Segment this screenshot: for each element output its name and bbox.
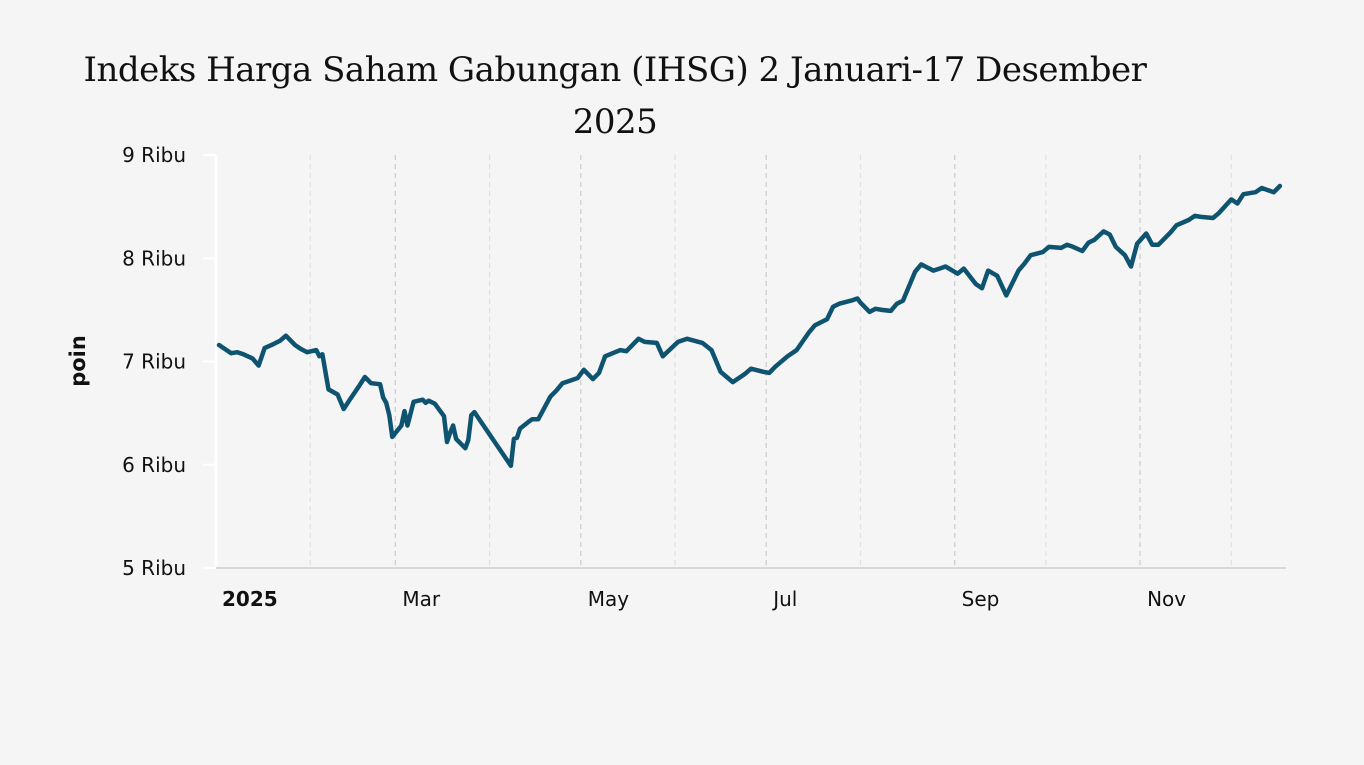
y-tick-label: 9 Ribu bbox=[122, 143, 186, 167]
y-tick-label: 6 Ribu bbox=[122, 453, 186, 477]
x-tick-label: 2025 bbox=[222, 587, 278, 611]
y-tick-label: 5 Ribu bbox=[122, 556, 186, 580]
gridlines bbox=[309, 155, 1232, 568]
chart-title-line-1: Indeks Harga Saham Gabungan (IHSG) 2 Jan… bbox=[83, 50, 1147, 90]
chart-title-line-2: 2025 bbox=[572, 102, 658, 142]
y-axis-title: poin bbox=[66, 335, 90, 387]
x-tick-label: Sep bbox=[962, 587, 1000, 611]
y-tick-label: 8 Ribu bbox=[122, 246, 186, 270]
x-tick-label: Jul bbox=[771, 587, 797, 611]
x-axis-ticks: 2025 Mar May Jul Sep Nov bbox=[222, 587, 1186, 611]
series-group bbox=[216, 183, 1283, 469]
y-tick-label: 7 Ribu bbox=[122, 350, 186, 374]
x-tick-label: Nov bbox=[1147, 587, 1186, 611]
y-axis-ticks: 9 Ribu 8 Ribu 7 Ribu 6 Ribu 5 Ribu bbox=[122, 143, 216, 580]
series-line bbox=[216, 183, 1283, 469]
x-tick-label: Mar bbox=[402, 587, 441, 611]
x-tick-label: May bbox=[588, 587, 630, 611]
chart-title: Indeks Harga Saham Gabungan (IHSG) 2 Jan… bbox=[0, 44, 1230, 148]
